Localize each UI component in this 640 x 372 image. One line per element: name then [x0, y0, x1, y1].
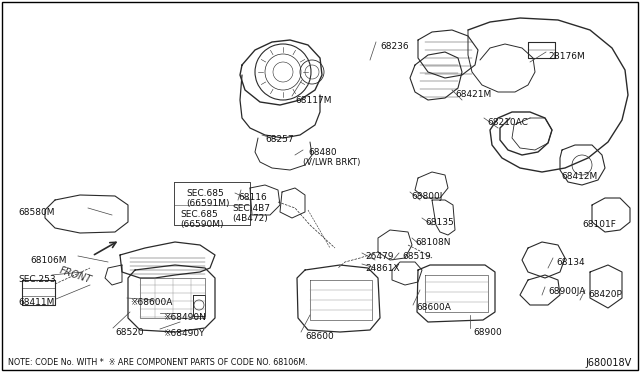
Text: 26479: 26479 [365, 252, 394, 261]
Text: 68101F: 68101F [582, 220, 616, 229]
Text: 68210AC: 68210AC [487, 118, 528, 127]
Text: ※68490N: ※68490N [163, 313, 206, 322]
Text: 68135: 68135 [425, 218, 454, 227]
Text: (V/LWR BRKT): (V/LWR BRKT) [303, 158, 360, 167]
Text: 68480: 68480 [308, 148, 337, 157]
Text: 68421M: 68421M [455, 90, 492, 99]
Text: (66590M): (66590M) [180, 220, 223, 229]
Text: SEC.4B7: SEC.4B7 [232, 204, 270, 213]
Text: SEC.685: SEC.685 [186, 189, 224, 198]
Text: 68411M: 68411M [18, 298, 54, 307]
Text: (66591M): (66591M) [186, 199, 230, 208]
Text: 68520: 68520 [115, 328, 143, 337]
Text: 68236: 68236 [380, 42, 408, 51]
Text: 68900: 68900 [473, 328, 502, 337]
Text: 68420P: 68420P [588, 290, 622, 299]
Text: 68800J: 68800J [411, 192, 442, 201]
Text: NOTE: CODE No. WITH *  ※ ARE COMPONENT PARTS OF CODE NO. 68106M.: NOTE: CODE No. WITH * ※ ARE COMPONENT PA… [8, 358, 308, 367]
Text: J680018V: J680018V [586, 358, 632, 368]
Text: 68117M: 68117M [295, 96, 332, 105]
Text: SEC.253: SEC.253 [18, 275, 56, 284]
Text: 68116: 68116 [238, 193, 267, 202]
Text: 68106M: 68106M [30, 256, 67, 265]
Text: 68900JA: 68900JA [548, 287, 586, 296]
Text: 68580M: 68580M [18, 208, 54, 217]
Text: (4B472): (4B472) [232, 214, 268, 223]
Text: 68600: 68600 [305, 332, 333, 341]
Text: ※68600A: ※68600A [130, 298, 172, 307]
Text: 68412M: 68412M [561, 172, 597, 181]
Text: 68600A: 68600A [416, 303, 451, 312]
Text: 68108N: 68108N [415, 238, 451, 247]
Text: SEC.685: SEC.685 [180, 210, 218, 219]
Text: 68257: 68257 [265, 135, 294, 144]
Text: ※68490Y: ※68490Y [163, 329, 205, 338]
Text: 24861X: 24861X [365, 264, 399, 273]
Text: 68519: 68519 [402, 252, 431, 261]
Text: 2B176M: 2B176M [548, 52, 585, 61]
Text: FRONT: FRONT [58, 265, 93, 285]
Text: 68134: 68134 [556, 258, 584, 267]
